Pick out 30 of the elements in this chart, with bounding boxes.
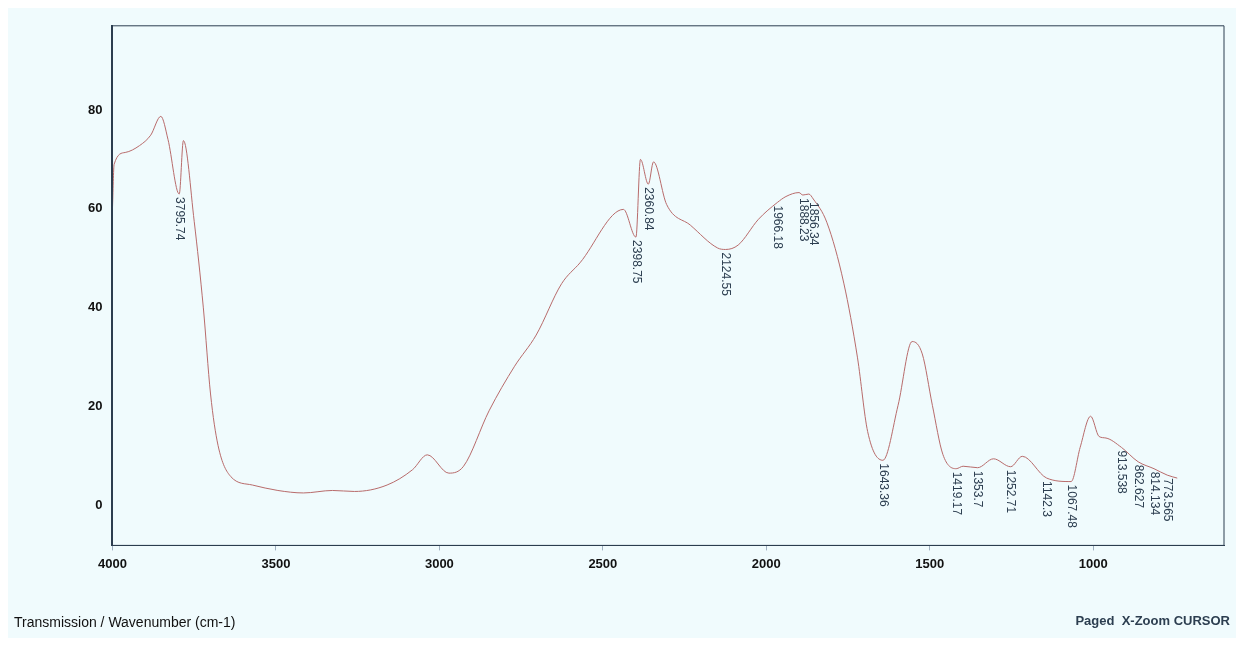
y-tick-label: 80 — [87, 101, 103, 117]
annotation: 1966.18 — [771, 205, 786, 250]
annotation: 2124.55 — [719, 252, 734, 297]
annotation: 1142.3 — [1040, 481, 1055, 518]
annotation: 1643.36 — [876, 463, 891, 507]
annotation: 862.627 — [1131, 464, 1146, 509]
annotation: 2360.84 — [642, 187, 657, 231]
annotation: 1419.17 — [949, 471, 964, 516]
annotation: 2398.75 — [629, 240, 644, 284]
x-axis-title: Transmission / Wavenumber (cm-1) — [14, 613, 236, 630]
x-tick-label: 1500 — [915, 555, 945, 571]
text: Paged X-Zoom CURSOR — [1075, 613, 1231, 629]
x-tick-label: 2500 — [588, 555, 618, 571]
x-tick-label: 2000 — [751, 555, 781, 571]
x-tick-label: 1000 — [1078, 555, 1108, 571]
x-tick-label: 3000 — [424, 555, 454, 571]
annotation: 3795.74 — [172, 197, 187, 241]
y-tick-label: 40 — [87, 299, 103, 315]
annotation: 1353.7 — [971, 470, 986, 508]
annotation: 1067.48 — [1064, 484, 1079, 529]
y-tick-label: 20 — [87, 398, 103, 414]
annotation: 773.565 — [1160, 478, 1175, 522]
x-tick-label: 4000 — [98, 555, 127, 571]
annotation: 814.134 — [1147, 471, 1162, 516]
y-tick-label: 60 — [87, 200, 103, 216]
x-tick-label: 3500 — [261, 555, 291, 571]
annotation: 1888.23 — [796, 198, 811, 242]
y-tick-label: 0 — [95, 497, 103, 513]
annotation: 1252.71 — [1004, 469, 1019, 514]
annotation: 913.538 — [1115, 450, 1130, 495]
